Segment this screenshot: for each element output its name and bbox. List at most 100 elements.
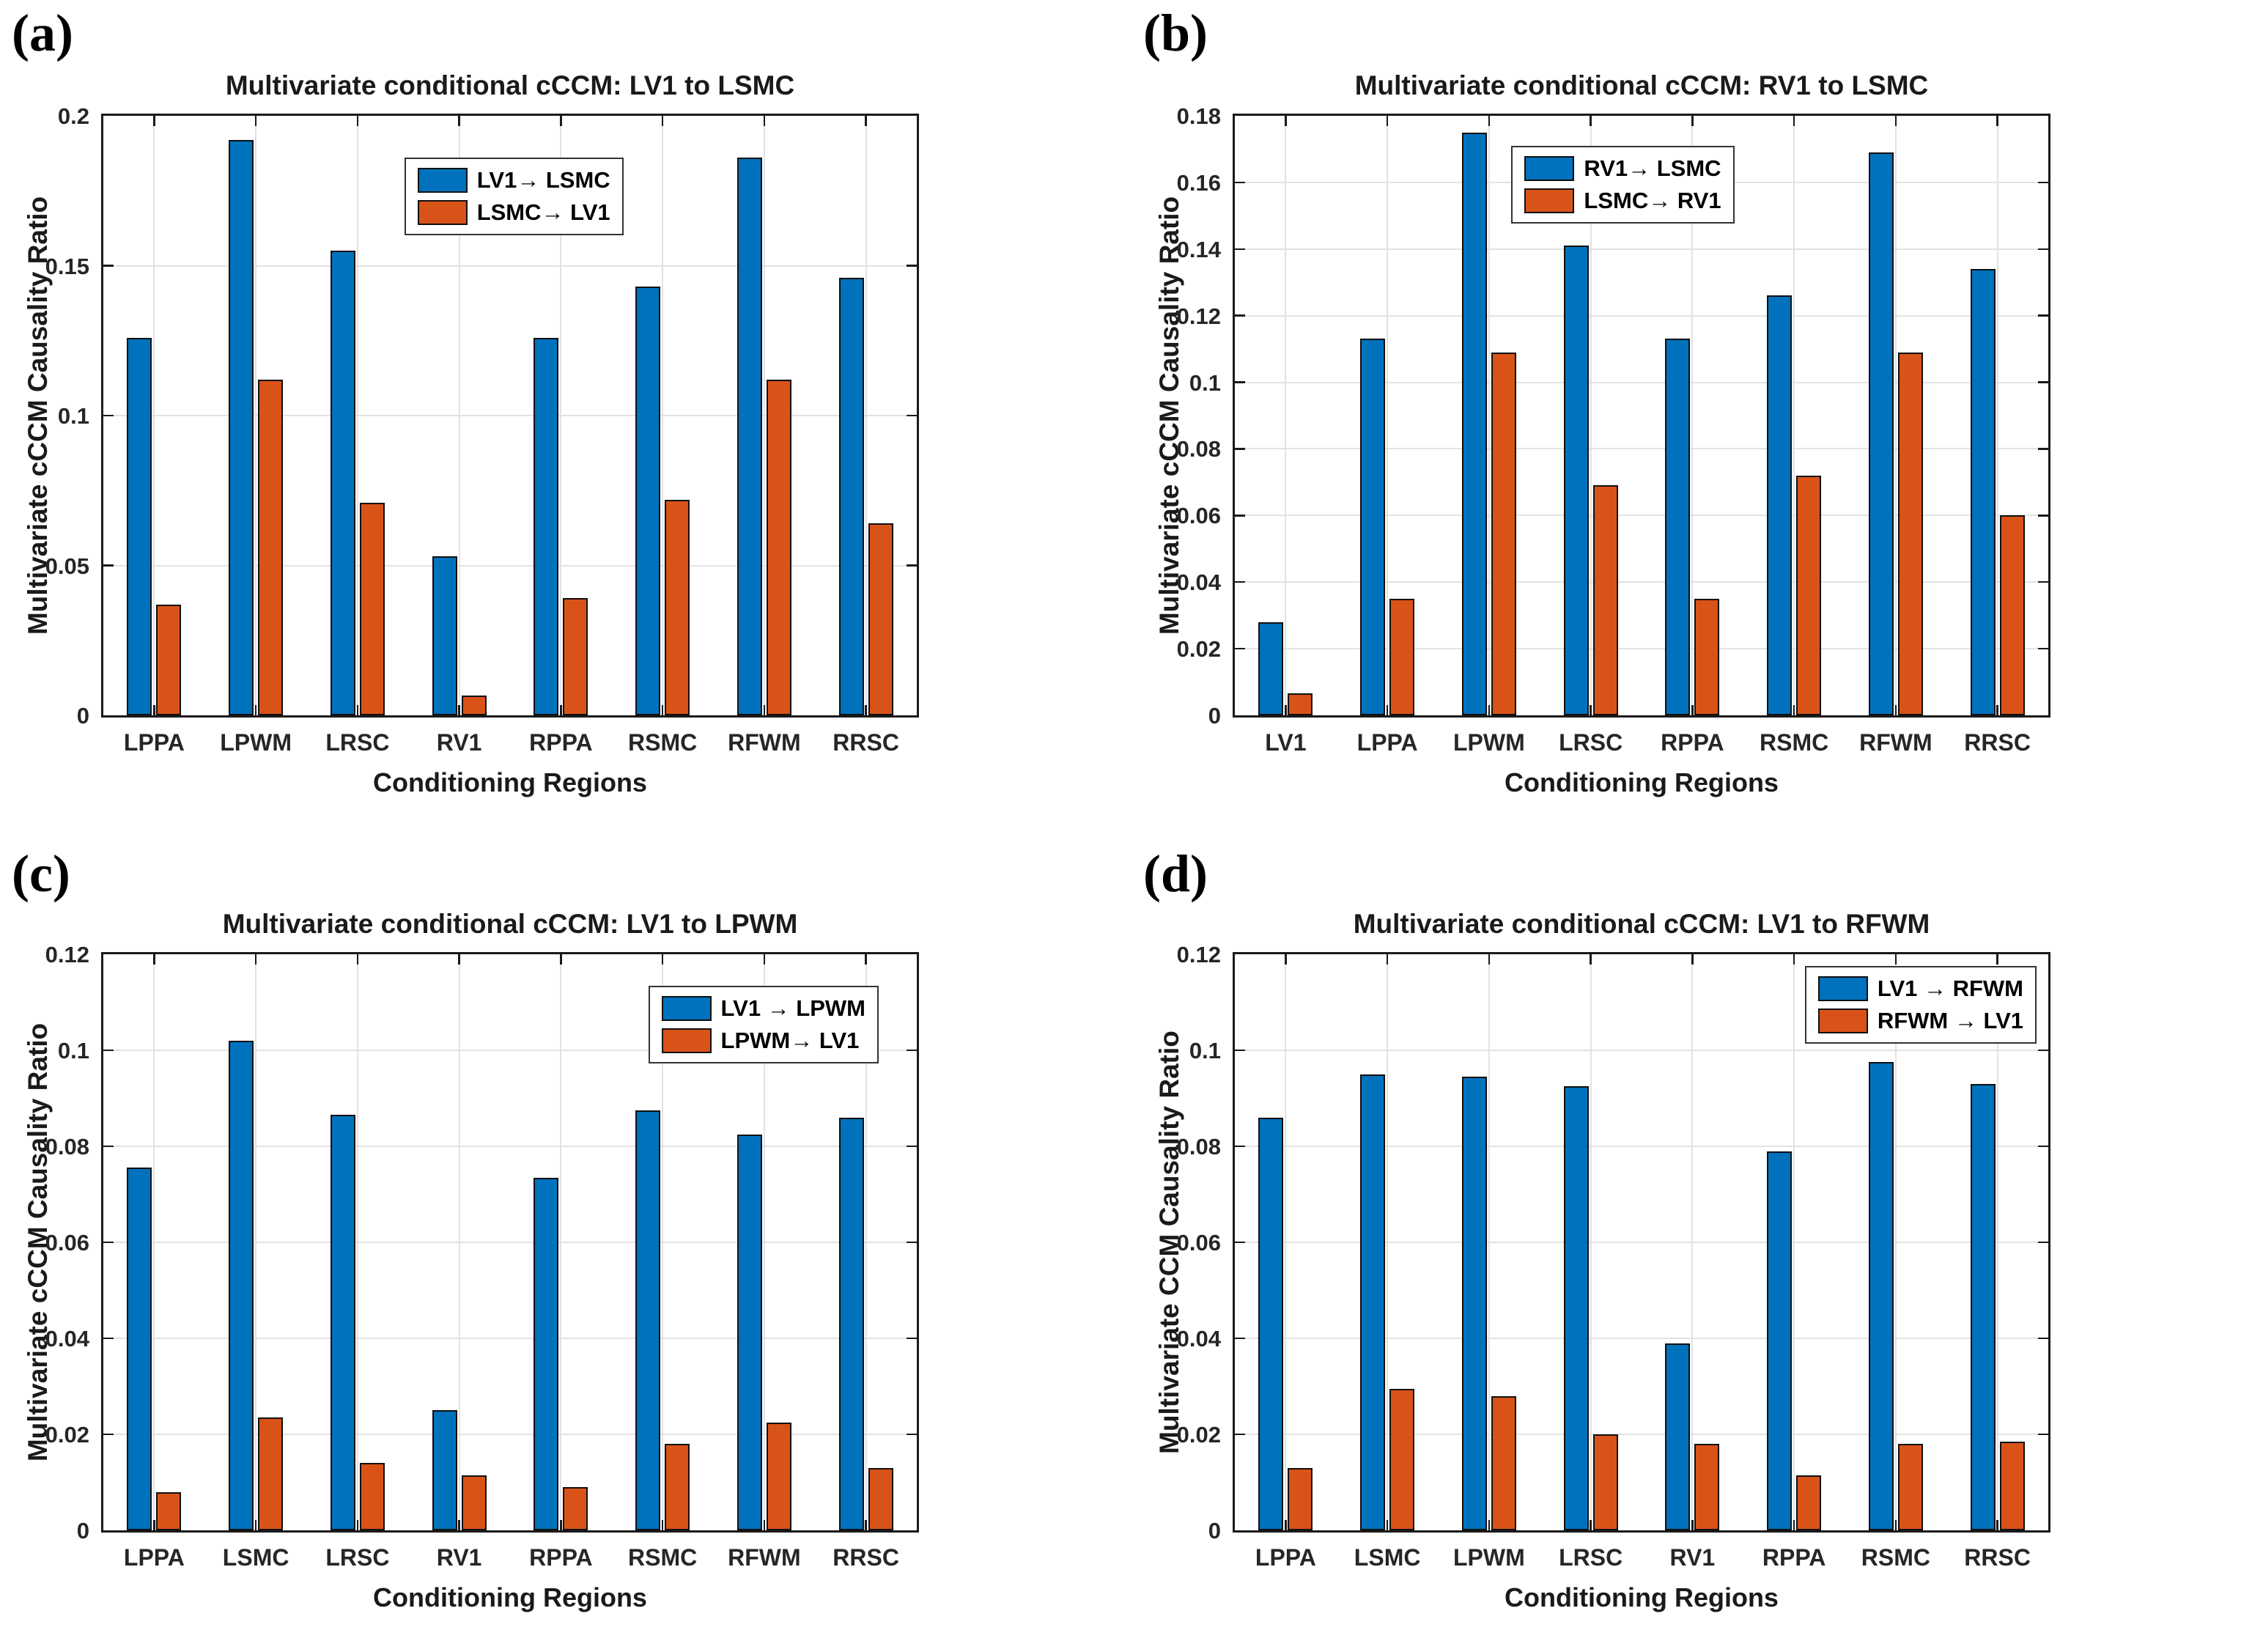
y-tick-right <box>907 1337 917 1340</box>
y-tick-left <box>103 1433 114 1436</box>
bar-LPPA-series0 <box>127 1168 152 1530</box>
x-tick-top <box>1590 116 1592 126</box>
bar-LPWM-series1 <box>1491 1396 1516 1530</box>
x-tick-bottom <box>1691 1520 1694 1530</box>
x-tick-bottom <box>1488 1520 1491 1530</box>
y-tick-label: 0.2 <box>57 103 89 129</box>
v-gridline <box>1691 954 1694 1530</box>
bar-LRSC-series0 <box>1563 246 1589 715</box>
h-gridline <box>103 1242 917 1243</box>
x-tick-label: RSMC <box>1760 729 1829 756</box>
x-tick-top <box>356 116 359 126</box>
bar-LRSC-series1 <box>359 1463 385 1530</box>
v-gridline <box>1285 116 1287 715</box>
y-tick-right <box>2038 1337 2048 1340</box>
bar-LRSC-series1 <box>1592 485 1618 715</box>
y-tick-left <box>1235 1241 1245 1244</box>
x-tick-label: LPPA <box>1255 1544 1316 1571</box>
x-tick-label: RFWM <box>728 1544 801 1571</box>
h-gridline <box>103 265 917 267</box>
y-tick-label: 0.04 <box>45 1326 89 1352</box>
x-tick-bottom <box>1691 705 1694 715</box>
x-tick-bottom <box>560 1520 562 1530</box>
v-gridline <box>1590 954 1592 1530</box>
bar-RFWM-series1 <box>766 1423 791 1530</box>
x-axis-label: Conditioning Regions <box>1505 767 1779 797</box>
y-tick-right <box>2038 1145 2048 1148</box>
v-gridline <box>1894 116 1897 715</box>
legend-entry: RV1→ LSMC <box>1524 155 1721 181</box>
x-tick-label: RPPA <box>529 729 593 756</box>
bar-LRSC-series1 <box>359 503 385 715</box>
bar-RV1-series1 <box>461 696 487 715</box>
y-tick-right <box>2038 647 2048 650</box>
x-tick-top <box>1691 954 1694 965</box>
x-tick-label: RRSC <box>1964 1544 2031 1571</box>
bar-RPPA-series0 <box>1665 339 1691 715</box>
y-tick-label: 0.15 <box>45 253 89 279</box>
bar-RPPA-series1 <box>563 1487 588 1530</box>
legend-swatch-orange <box>661 1028 712 1054</box>
x-tick-bottom <box>763 1520 766 1530</box>
legend-swatch-orange <box>1524 188 1575 213</box>
x-tick-bottom <box>254 705 257 715</box>
bar-RFWM-series1 <box>766 380 791 715</box>
y-tick-left <box>103 1337 114 1340</box>
legend-entry: LV1→ LSMC <box>417 168 610 193</box>
x-axis-label: Conditioning Regions <box>373 1582 647 1612</box>
v-gridline <box>1894 954 1897 1530</box>
x-tick-top <box>1285 954 1287 965</box>
y-tick-left <box>1235 381 1245 383</box>
h-gridline <box>103 564 917 567</box>
chart-title: Multivariate conditional cCCM: LV1 to LP… <box>222 909 798 939</box>
panel-letter: (b) <box>1143 4 1208 62</box>
h-gridline <box>1235 515 2048 517</box>
x-tick-top <box>1488 954 1491 965</box>
x-tick-top <box>1894 116 1897 126</box>
panel-a-chart: (a) Multivariate conditional cCCM: LV1 to… <box>0 0 1132 826</box>
y-tick-right <box>2038 1433 2048 1436</box>
x-tick-label: LRSC <box>325 729 390 756</box>
bar-LSMC-series0 <box>1360 1074 1386 1530</box>
h-gridline <box>103 1338 917 1339</box>
chart-title: Multivariate conditional cCCM: LV1 to LS… <box>225 70 795 100</box>
y-tick-label: 0.06 <box>1176 1230 1221 1255</box>
x-tick-top <box>356 954 359 965</box>
bar-RSMC-series0 <box>635 1110 661 1530</box>
x-tick-bottom <box>560 705 562 715</box>
bar-RRSC-series0 <box>1970 269 1996 715</box>
x-tick-top <box>153 954 155 965</box>
x-tick-bottom <box>865 1520 867 1530</box>
bar-RFWM-series0 <box>737 158 762 715</box>
bar-LPPA-series0 <box>1360 339 1386 715</box>
x-tick-label: LPPA <box>123 729 185 756</box>
bar-RSMC-series1 <box>1796 476 1822 715</box>
bar-RRSC-series1 <box>1999 1442 2025 1530</box>
v-gridline <box>1488 954 1490 1530</box>
x-tick-bottom <box>356 705 359 715</box>
x-tick-bottom <box>458 705 460 715</box>
x-tick-label: RV1 <box>436 729 482 756</box>
y-tick-right <box>2038 1241 2048 1244</box>
bar-LSMC-series1 <box>1389 1389 1415 1530</box>
bar-LPWM-series0 <box>1461 133 1487 715</box>
x-tick-label: RPPA <box>1762 1544 1826 1571</box>
y-tick-label: 0.12 <box>1176 942 1221 967</box>
y-tick-left <box>103 564 114 567</box>
y-tick-right <box>907 1241 917 1244</box>
h-gridline <box>1235 648 2048 650</box>
x-tick-top <box>1488 116 1491 126</box>
x-tick-label: RFWM <box>1859 729 1932 756</box>
x-tick-top <box>1793 116 1795 126</box>
v-gridline <box>1793 954 1795 1530</box>
v-gridline <box>763 954 765 1530</box>
v-gridline <box>1387 116 1389 715</box>
bar-RV1-series0 <box>432 556 457 715</box>
v-gridline <box>255 954 257 1530</box>
x-tick-bottom <box>1996 705 1998 715</box>
y-tick-label: 0.1 <box>57 403 89 429</box>
x-tick-bottom <box>1386 705 1389 715</box>
x-tick-bottom <box>153 1520 155 1530</box>
panel-b-chart: (b) Multivariate conditional cCCM: RV1 to… <box>1132 0 2263 826</box>
x-tick-label: LSMC <box>1354 1544 1421 1571</box>
